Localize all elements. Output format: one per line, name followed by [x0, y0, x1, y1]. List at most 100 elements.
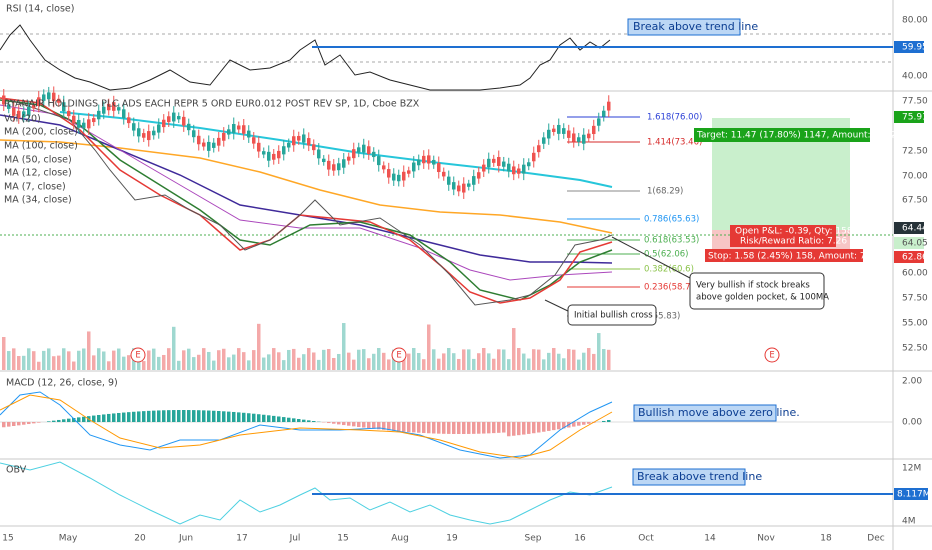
hist-bar: [2, 422, 6, 428]
volume-bar: [587, 348, 591, 370]
candle-body: [467, 183, 471, 187]
candle-body: [192, 130, 196, 138]
hist-bar: [257, 414, 261, 422]
callout-text: Initial bullish cross: [574, 311, 653, 321]
hist-bar: [412, 422, 416, 433]
candle-body: [352, 149, 356, 159]
candle-body: [57, 98, 61, 103]
volume-bar: [372, 353, 376, 370]
hist-bar: [142, 411, 146, 422]
volume-bar: [122, 356, 126, 370]
hist-bar: [342, 422, 346, 426]
hist-bar: [152, 410, 156, 422]
volume-bar: [582, 352, 586, 370]
volume-bar: [312, 352, 316, 370]
candle-body: [402, 171, 406, 181]
volume-bar: [382, 352, 386, 370]
fib-label: 0.382(60.6): [644, 265, 694, 275]
value-tag: [894, 237, 924, 249]
x-tick-label: Sep: [525, 534, 542, 544]
y-tick-label: 80.00: [902, 16, 928, 26]
candle-body: [37, 97, 41, 107]
candle-body: [572, 133, 576, 142]
hist-bar: [277, 416, 281, 422]
hist-bar: [17, 422, 21, 426]
candle-body: [362, 144, 366, 153]
volume-bar: [447, 348, 451, 370]
candle-body: [202, 142, 206, 147]
x-tick-label: 16: [574, 534, 586, 544]
candle-body: [7, 104, 11, 109]
volume-bar: [347, 352, 351, 370]
hist-bar: [162, 410, 166, 422]
hist-bar: [107, 413, 111, 422]
candle-body: [27, 106, 31, 116]
hist-bar: [327, 422, 331, 424]
volume-bar: [182, 350, 186, 370]
hist-bar: [437, 422, 441, 434]
hist-bar: [377, 422, 381, 430]
volume-bar: [357, 349, 361, 370]
hist-bar: [187, 410, 191, 422]
candle-body: [252, 137, 256, 144]
volume-bar: [507, 359, 511, 370]
hist-bar: [382, 422, 386, 430]
price-line: [9, 99, 613, 306]
candle-body: [272, 153, 276, 160]
x-axis: 15 May 20 Jun 17 Jul 15 Aug 19 Sep 16 Oct 14 Nov 18 Dec: [2, 534, 884, 544]
volume-bar: [172, 326, 176, 370]
candle-body: [342, 159, 346, 168]
value-tag-label: 62.86: [902, 253, 928, 263]
hist-bar: [497, 422, 501, 433]
hist-bar: [527, 422, 531, 434]
annotation: Break above trend line: [637, 470, 762, 483]
candle-body: [267, 151, 271, 161]
candle-body: [197, 135, 201, 145]
earnings-label: E: [135, 351, 140, 361]
hist-bar: [12, 422, 16, 427]
volume-bar: [292, 348, 296, 370]
hist-bar: [417, 422, 421, 433]
volume-bar: [117, 348, 121, 370]
hist-bar: [442, 422, 446, 434]
candle-body: [512, 166, 516, 175]
candle-body: [287, 142, 291, 148]
candle-body: [177, 116, 181, 120]
annotation: Bullish move above zero line.: [638, 406, 800, 419]
hist-bar: [387, 422, 391, 431]
hist-bar: [97, 414, 101, 422]
volume-bar: [157, 356, 161, 370]
volume-bar: [457, 358, 461, 370]
candle-body: [357, 147, 361, 153]
volume-bar: [527, 358, 531, 370]
hist-bar: [77, 417, 81, 422]
volume-bar: [72, 361, 76, 370]
candle-body: [597, 118, 601, 126]
candle-body: [182, 116, 186, 126]
volume-bar: [307, 348, 311, 370]
hist-bar: [287, 417, 291, 422]
x-tick-label: Aug: [391, 534, 409, 544]
candle-body: [447, 176, 451, 185]
candle-body: [587, 133, 591, 139]
candle-body: [162, 119, 166, 128]
volume-bar: [552, 348, 556, 370]
hist-bar: [282, 417, 286, 422]
candle-body: [12, 107, 16, 116]
volume-bar: [107, 361, 111, 370]
chart-title: RYANAIR HOLDINGS PLC ADS EACH REPR 5 ORD…: [4, 99, 420, 110]
hist-bar: [372, 422, 376, 429]
value-tag: [894, 41, 924, 53]
hist-bar: [32, 422, 36, 424]
volume-bar: [497, 349, 501, 370]
candle-body: [302, 134, 306, 143]
earnings-marker: [130, 347, 146, 363]
pnl-label: Open P&L: -0.39, Qty: 158: [735, 227, 853, 237]
candle-body: [527, 162, 531, 167]
legend-entry: Vol (20): [4, 114, 41, 125]
rsi-line: [0, 24, 611, 91]
ma-line: [59, 111, 613, 188]
hist-bar: [72, 417, 76, 422]
volume-bar: [577, 359, 581, 370]
